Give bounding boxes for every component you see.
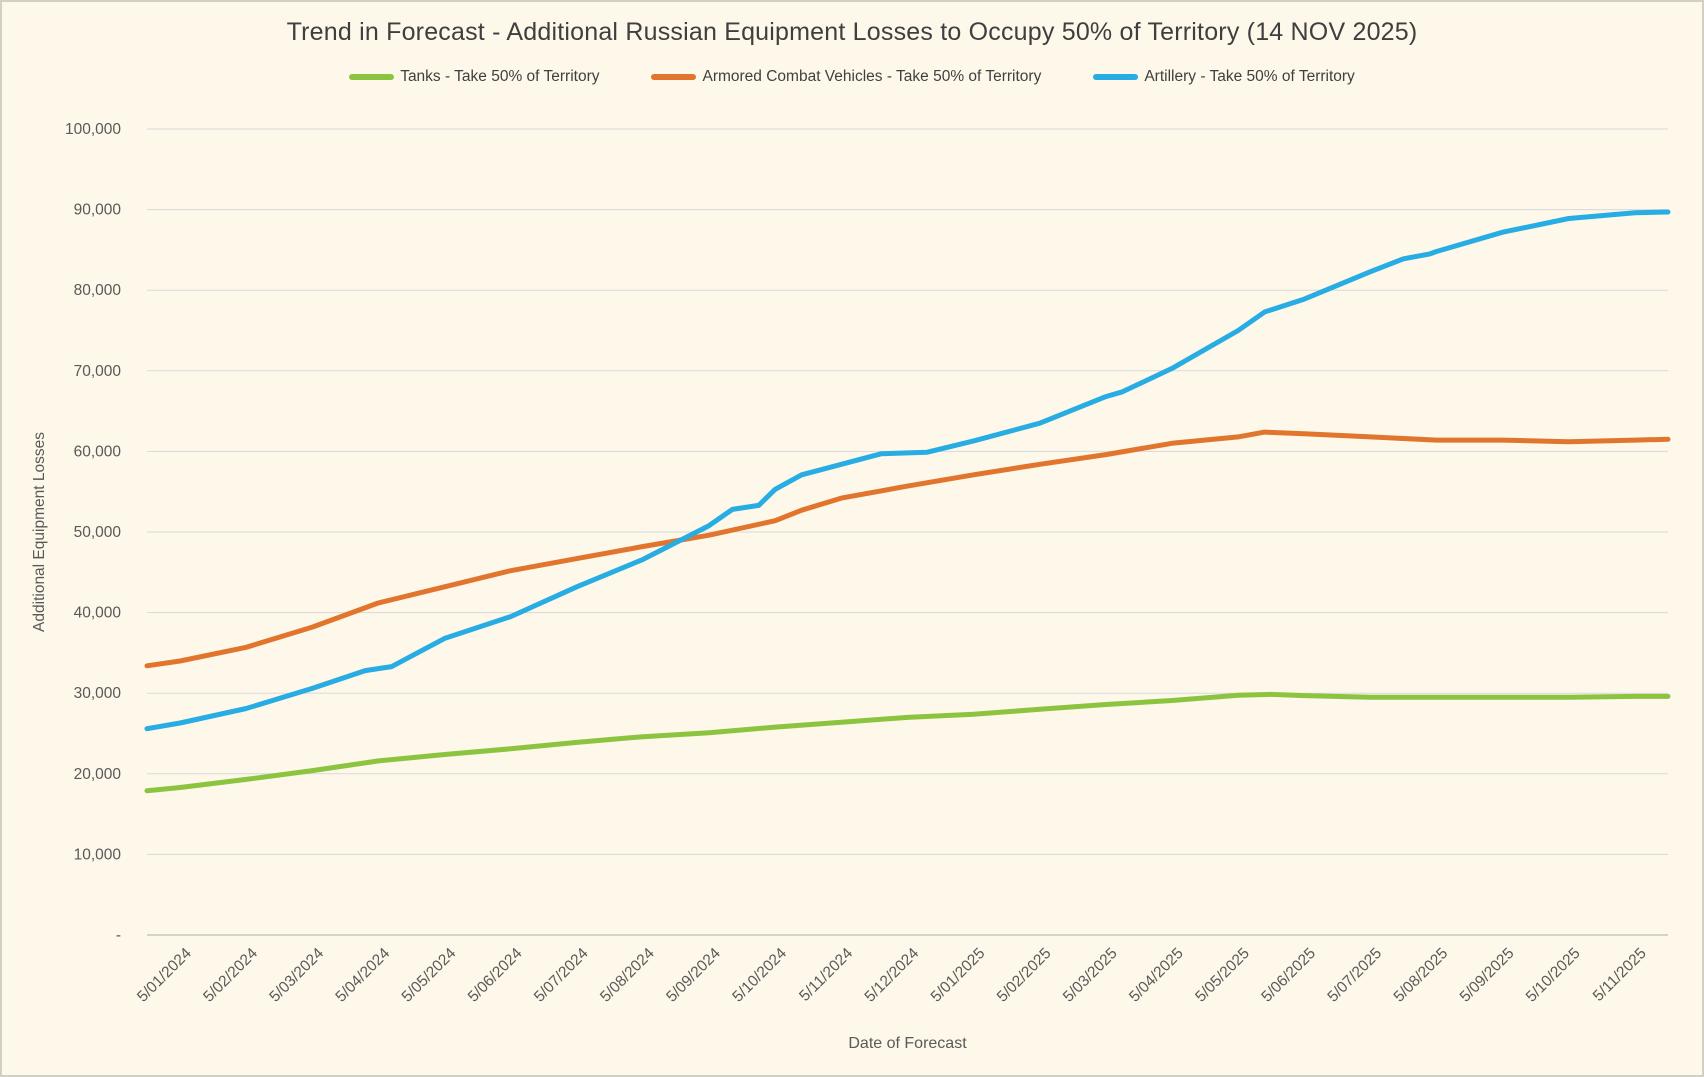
y-tick-label: 90,000 [74,202,122,219]
x-tick-label: 5/10/2025 [1523,945,1584,1006]
y-tick-label: 30,000 [74,685,122,702]
y-tick-label: 20,000 [74,766,122,783]
x-tick-label: 5/08/2024 [597,945,658,1006]
x-tick-label: 5/12/2024 [862,945,923,1006]
x-axis-title: Date of Forecast [848,1035,967,1052]
x-tick-label: 5/11/2025 [1590,945,1650,1005]
y-tick-label: 50,000 [74,524,122,541]
y-tick-label: 60,000 [74,443,122,460]
x-tick-label: 5/11/2024 [796,945,856,1005]
x-tick-label: 5/07/2025 [1324,945,1385,1006]
x-tick-label: 5/07/2024 [531,945,592,1006]
legend: Tanks - Take 50% of Territory Armored Co… [2,68,1702,86]
x-tick-label: 5/09/2024 [663,945,724,1006]
legend-label-artillery: Artillery - Take 50% of Territory [1144,68,1355,85]
x-tick-label: 5/03/2025 [1060,945,1121,1006]
y-tick-label: 70,000 [74,363,122,380]
x-tick-label: 5/01/2024 [134,945,195,1006]
series-line-artillery [144,209,1671,732]
x-tick-label: 5/02/2024 [200,945,261,1006]
x-tick-label: 5/05/2024 [399,945,460,1006]
y-axis-title: Additional Equipment Losses [31,432,48,632]
x-tick-label: 5/01/2025 [928,945,989,1006]
artillery-line-swatch [1093,74,1139,80]
y-tick-label: 40,000 [74,605,122,622]
chart-title: Trend in Forecast - Additional Russian E… [286,18,1418,46]
x-tick-label: 5/09/2025 [1457,945,1518,1006]
x-tick-label: 5/06/2025 [1258,945,1319,1006]
tanks-line-swatch [349,74,395,80]
legend-label-tanks: Tanks - Take 50% of Territory [400,68,600,85]
y-tick-label: 100,000 [65,121,121,138]
legend-label-acv: Armored Combat Vehicles - Take 50% of Te… [702,68,1042,85]
y-tick-label: 10,000 [74,846,122,863]
x-tick-label: 5/04/2025 [1126,945,1187,1006]
acv-line-swatch [651,74,697,80]
x-tick-label: 5/04/2024 [332,945,393,1006]
series-line-armored [144,429,1671,669]
x-tick-label: 5/10/2024 [729,945,790,1006]
y-tick-label: - [116,927,121,944]
legend-item-tanks: Tanks - Take 50% of Territory [349,68,599,86]
x-tick-label: 5/06/2024 [465,945,526,1006]
x-tick-label: 5/05/2025 [1192,945,1253,1006]
x-tick-label: 5/03/2024 [266,945,327,1006]
legend-item-acv: Armored Combat Vehicles - Take 50% of Te… [651,68,1041,86]
y-tick-label: 80,000 [74,282,122,299]
x-tick-label: 5/02/2025 [994,945,1055,1006]
series-line-tanks [144,691,1671,794]
x-tick-label: 5/08/2025 [1391,945,1452,1006]
legend-item-artillery: Artillery - Take 50% of Territory [1093,68,1355,86]
